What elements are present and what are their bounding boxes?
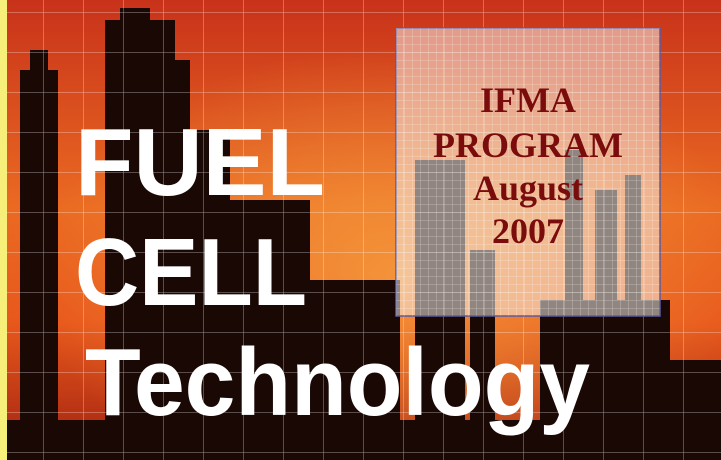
box-line: IFMA: [480, 80, 576, 120]
title-line: Technology: [85, 329, 590, 436]
title-line: CELL: [75, 219, 307, 326]
title-line: FUEL: [75, 109, 325, 216]
box-line: August: [473, 168, 583, 208]
left-edge: [0, 0, 7, 460]
slide: IFMA PROGRAM August 2007 FUEL CELL Techn…: [0, 0, 721, 460]
box-line: 2007: [492, 211, 564, 251]
box-line: PROGRAM: [433, 125, 623, 165]
page: IFMA PROGRAM August 2007 FUEL CELL Techn…: [0, 0, 721, 460]
